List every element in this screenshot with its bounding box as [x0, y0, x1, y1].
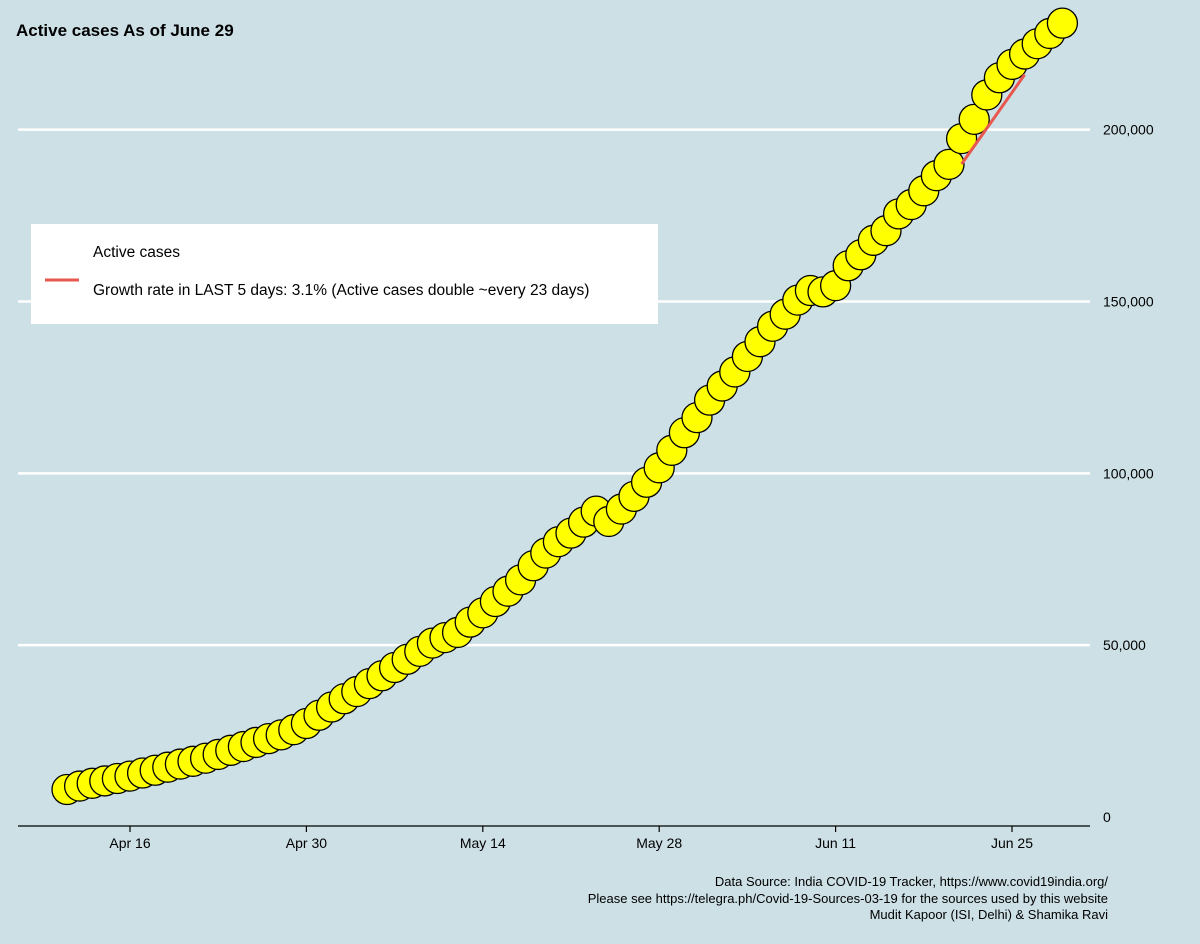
- x-tick-label: Jun 25: [991, 835, 1033, 851]
- legend-label-growth-rate: Growth rate in LAST 5 days: 3.1% (Active…: [93, 282, 589, 299]
- y-tick-label: 200,000: [1103, 122, 1154, 138]
- data-point: [1046, 7, 1079, 39]
- growth-trend-line: [960, 73, 1026, 165]
- y-tick-label: 150,000: [1103, 293, 1154, 309]
- data-point: [933, 148, 965, 181]
- x-tick-label: May 14: [460, 835, 506, 851]
- x-tick-label: Apr 16: [109, 835, 150, 851]
- legend: Active cases Growth rate in LAST 5 days:…: [31, 224, 658, 324]
- y-tick-label: 100,000: [1103, 465, 1154, 481]
- sources-link-note: Please see https://telegra.ph/Covid-19-S…: [588, 891, 1108, 906]
- data-source-note: Data Source: India COVID-19 Tracker, htt…: [715, 874, 1108, 889]
- x-tick-label: May 28: [636, 835, 682, 851]
- x-tick-label: Apr 30: [286, 835, 327, 851]
- data-point: [958, 103, 990, 135]
- trend-line: [960, 73, 1026, 165]
- data-points: [51, 7, 1079, 806]
- y-tick-label: 50,000: [1103, 637, 1146, 653]
- x-axis: Apr 16 Apr 30 May 14 May 28 Jun 11 Jun 25: [18, 825, 1090, 851]
- legend-label-active-cases: Active cases: [93, 244, 180, 261]
- y-axis-labels: 0 50,000 100,000 150,000 200,000: [1103, 122, 1154, 825]
- y-tick-label: 0: [1103, 809, 1111, 825]
- x-tick-label: Jun 11: [815, 835, 856, 851]
- chart-title: Active cases As of June 29: [16, 21, 234, 40]
- source-annotations: Data Source: India COVID-19 Tracker, htt…: [588, 874, 1109, 922]
- gridlines: [18, 128, 1090, 647]
- legend-box: [31, 224, 658, 324]
- authors-credit: Mudit Kapoor (ISI, Delhi) & Shamika Ravi: [870, 907, 1109, 922]
